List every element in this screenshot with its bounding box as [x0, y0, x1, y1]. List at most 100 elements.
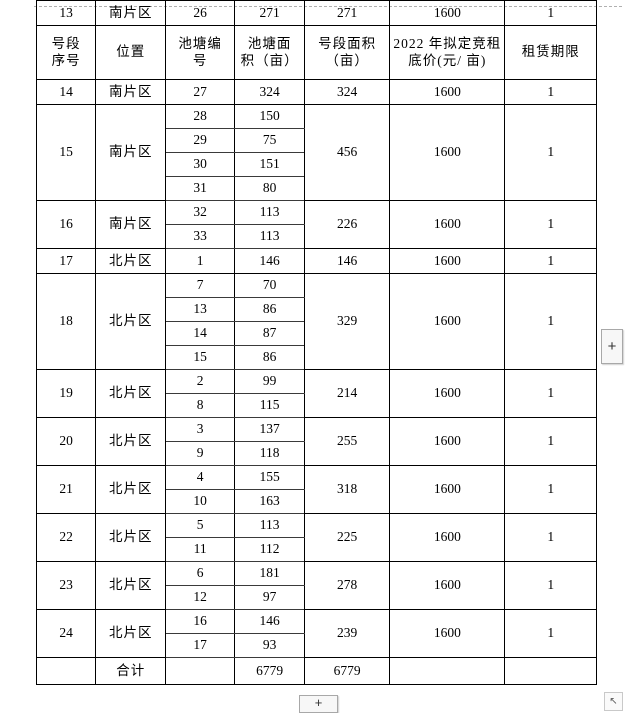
cell-pond-id[interactable]: 26 — [165, 0, 236, 26]
cell-segment-area[interactable]: 146 — [304, 248, 391, 274]
cell-segment-area[interactable]: 239 — [304, 609, 391, 658]
cell-pond-id[interactable]: 4 — [165, 465, 236, 490]
cell-pond-area[interactable]: 150 — [234, 104, 306, 129]
cell-term[interactable]: 1 — [504, 273, 597, 370]
cell-seq[interactable]: 16 — [35, 200, 97, 249]
cell-pond-area[interactable]: 146 — [234, 248, 306, 274]
cell-pond-area[interactable]: 271 — [234, 0, 306, 26]
cell-pond-area[interactable]: 113 — [234, 224, 306, 249]
cell-location[interactable]: 北片区 — [95, 465, 167, 514]
cell-pond-area[interactable]: 118 — [234, 441, 306, 466]
cell-term[interactable] — [504, 657, 597, 685]
cell-segment-area[interactable]: 271 — [304, 0, 391, 26]
cell-price[interactable]: 1600 — [389, 561, 506, 610]
cell-pond-id[interactable]: 12 — [165, 585, 236, 610]
cell-segment-area[interactable]: 318 — [304, 465, 391, 514]
cell-seq[interactable]: 20 — [35, 417, 97, 466]
cell-segment-area[interactable]: 456 — [304, 104, 391, 201]
resize-handle-icon[interactable]: ↖ — [604, 692, 623, 711]
cell-price[interactable]: 1600 — [389, 609, 506, 658]
cell-segment-area[interactable]: 255 — [304, 417, 391, 466]
cell-pond-id[interactable]: 17 — [165, 633, 236, 658]
cell-pond-id[interactable]: 1 — [165, 248, 236, 274]
cell-term[interactable]: 1 — [504, 200, 597, 249]
cell-seq[interactable]: 21 — [35, 465, 97, 514]
cell-price[interactable]: 1600 — [389, 465, 506, 514]
cell-term[interactable]: 1 — [504, 609, 597, 658]
cell-pond-id[interactable]: 31 — [165, 176, 236, 201]
cell-pond-id[interactable]: 29 — [165, 128, 236, 153]
cell-term[interactable]: 1 — [504, 104, 597, 201]
cell-pond-area[interactable]: 151 — [234, 152, 306, 177]
cell-term[interactable]: 1 — [504, 417, 597, 466]
cell-term[interactable]: 1 — [504, 561, 597, 610]
cell-pond-area[interactable]: 155 — [234, 465, 306, 490]
cell-seq[interactable]: 23 — [35, 561, 97, 610]
cell-seq[interactable]: 19 — [35, 369, 97, 418]
cell-location[interactable]: 南片区 — [95, 104, 167, 201]
cell-term[interactable]: 1 — [504, 79, 597, 105]
cell-pond-area[interactable]: 86 — [234, 345, 306, 370]
cell-seq[interactable]: 18 — [35, 273, 97, 370]
cell-price[interactable]: 1600 — [389, 513, 506, 562]
cell-pond-id[interactable]: 11 — [165, 537, 236, 562]
cell-pond-id[interactable]: 8 — [165, 393, 236, 418]
cell-total-label[interactable]: 合计 — [95, 657, 167, 685]
cell-pond-area[interactable]: 137 — [234, 417, 306, 442]
cell-location[interactable]: 北片区 — [95, 609, 167, 658]
cell-price[interactable]: 1600 — [389, 79, 506, 105]
cell-pond-area[interactable]: 115 — [234, 393, 306, 418]
cell-term[interactable]: 1 — [504, 369, 597, 418]
cell-location[interactable]: 南片区 — [95, 79, 167, 105]
cell-seq[interactable]: 22 — [35, 513, 97, 562]
cell-segment-area[interactable]: 329 — [304, 273, 391, 370]
cell-segment-area[interactable]: 225 — [304, 513, 391, 562]
cell-total-pond-area[interactable]: 6779 — [234, 657, 306, 685]
cell-pond-area[interactable]: 181 — [234, 561, 306, 586]
cell-location[interactable]: 北片区 — [95, 248, 167, 274]
cell-term[interactable]: 1 — [504, 513, 597, 562]
cell-pond-id[interactable]: 15 — [165, 345, 236, 370]
cell-pond-id[interactable]: 33 — [165, 224, 236, 249]
insert-row-plus-button[interactable]: + — [299, 695, 338, 713]
cell-pond-id[interactable]: 6 — [165, 561, 236, 586]
cell-pond-id[interactable]: 10 — [165, 489, 236, 514]
cell-pond-id[interactable]: 16 — [165, 609, 236, 634]
cell-pond-area[interactable]: 113 — [234, 513, 306, 538]
cell-pond-area[interactable]: 70 — [234, 273, 306, 298]
cell-price[interactable]: 1600 — [389, 273, 506, 370]
cell-location[interactable]: 北片区 — [95, 417, 167, 466]
cell-seq[interactable]: 17 — [35, 248, 97, 274]
cell-price[interactable]: 1600 — [389, 0, 506, 26]
cell-pond-id[interactable]: 13 — [165, 297, 236, 322]
cell-pond-id[interactable]: 2 — [165, 369, 236, 394]
insert-column-plus-button[interactable]: + — [601, 329, 623, 364]
cell-location[interactable]: 北片区 — [95, 273, 167, 370]
cell-pond-id[interactable]: 9 — [165, 441, 236, 466]
cell-pond-area[interactable]: 93 — [234, 633, 306, 658]
cell-location[interactable]: 南片区 — [95, 200, 167, 249]
cell-segment-area[interactable]: 226 — [304, 200, 391, 249]
cell-price[interactable]: 1600 — [389, 248, 506, 274]
cell-price[interactable] — [389, 657, 506, 685]
cell-pond-area[interactable]: 324 — [234, 79, 306, 105]
cell-pond-id[interactable] — [165, 657, 236, 685]
cell-segment-area[interactable]: 278 — [304, 561, 391, 610]
cell-pond-id[interactable]: 3 — [165, 417, 236, 442]
cell-pond-id[interactable]: 14 — [165, 321, 236, 346]
cell-pond-area[interactable]: 80 — [234, 176, 306, 201]
cell-pond-area[interactable]: 99 — [234, 369, 306, 394]
cell-price[interactable]: 1600 — [389, 369, 506, 418]
cell-pond-area[interactable]: 146 — [234, 609, 306, 634]
cell-price[interactable]: 1600 — [389, 200, 506, 249]
cell-segment-area[interactable]: 214 — [304, 369, 391, 418]
cell-term[interactable]: 1 — [504, 248, 597, 274]
cell-location[interactable]: 南片区 — [95, 0, 167, 26]
cell-pond-id[interactable]: 32 — [165, 200, 236, 225]
cell-total-segment-area[interactable]: 6779 — [304, 657, 391, 685]
cell-pond-id[interactable]: 27 — [165, 79, 236, 105]
cell-segment-area[interactable]: 324 — [304, 79, 391, 105]
cell-location[interactable]: 北片区 — [95, 561, 167, 610]
cell-pond-area[interactable]: 97 — [234, 585, 306, 610]
cell-pond-id[interactable]: 5 — [165, 513, 236, 538]
